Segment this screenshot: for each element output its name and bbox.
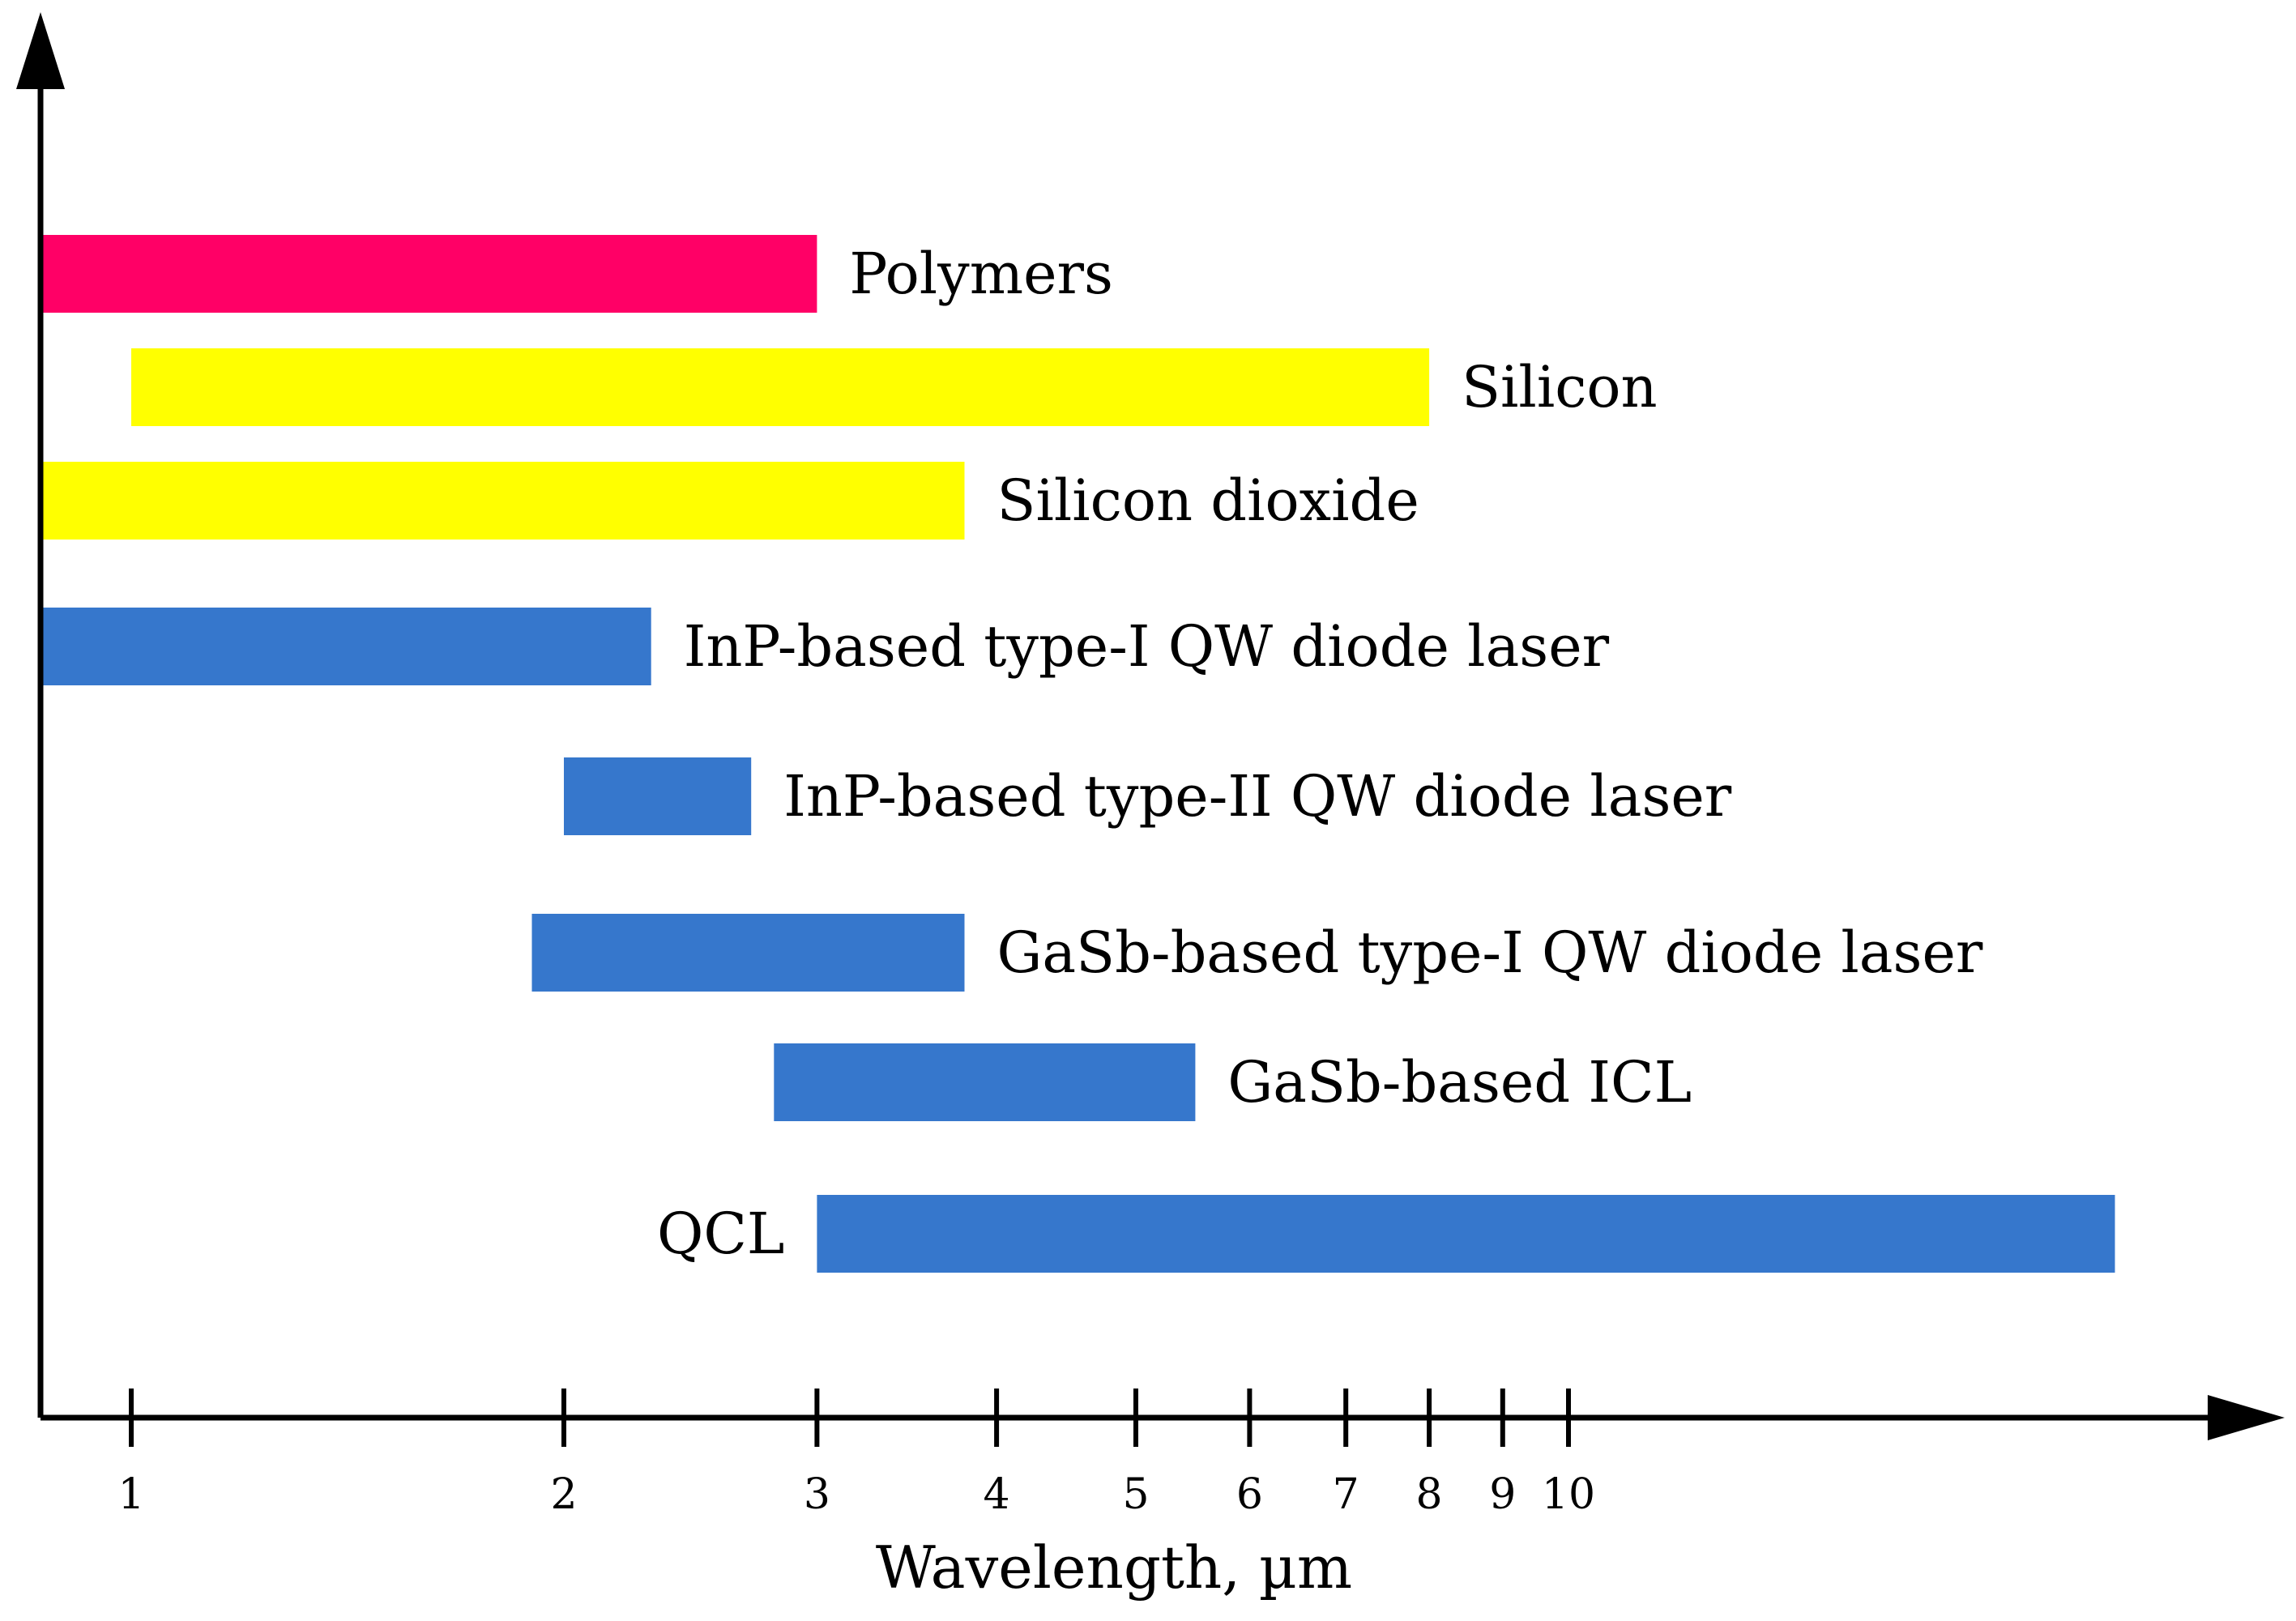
x-tick-label-5: 5 [1122,1470,1149,1519]
bar-label-polymers: Polymers [849,241,1113,307]
x-tick-label-7: 7 [1333,1470,1359,1519]
bar-label-inp-based-type-ii-qw-diode-laser: InP-based type-II QW diode laser [783,763,1732,830]
bar-silicon [131,348,1430,426]
bar-inp-based-type-ii-qw-diode-laser [564,757,752,835]
bar-label-gasb-based-icl: GaSb-based ICL [1227,1049,1692,1116]
bars-layer [42,235,2115,1273]
bar-label-silicon-dioxide: Silicon dioxide [997,467,1419,534]
x-tick-label-4: 4 [984,1470,1010,1519]
bar-label-inp-based-type-i-qw-diode-laser: InP-based type-I QW diode laser [684,613,1610,680]
x-tick-label-8: 8 [1416,1470,1443,1519]
bar-silicon-dioxide [42,462,965,540]
bar-inp-based-type-i-qw-diode-laser [42,608,651,685]
x-ticks-layer: 1 2 3 4 5 6 7 8 9 10 [117,1389,1595,1519]
bar-labels-layer: Polymers Silicon Silicon dioxide InP-based … [657,241,1983,1267]
x-tick-label-2: 2 [550,1470,577,1519]
bar-label-silicon: Silicon [1462,354,1658,420]
bar-qcl [817,1195,2115,1273]
x-tick-label-6: 6 [1236,1470,1263,1519]
y-axis-arrow-icon [16,12,65,89]
x-tick-label-9: 9 [1489,1470,1516,1519]
bar-gasb-based-type-i-qw-diode-laser [531,914,965,992]
x-axis-arrow-icon [2208,1395,2285,1440]
bar-label-qcl: QCL [657,1201,784,1267]
bar-gasb-based-icl [774,1043,1196,1121]
x-axis-title: Wavelength, µm [876,1534,1352,1602]
x-tick-label-1: 1 [117,1470,144,1519]
bar-polymers [42,235,817,313]
x-tick-label-3: 3 [804,1470,830,1519]
bar-label-gasb-based-type-i-qw-diode-laser: GaSb-based type-I QW diode laser [997,919,1983,986]
x-tick-label-10: 10 [1542,1470,1595,1519]
